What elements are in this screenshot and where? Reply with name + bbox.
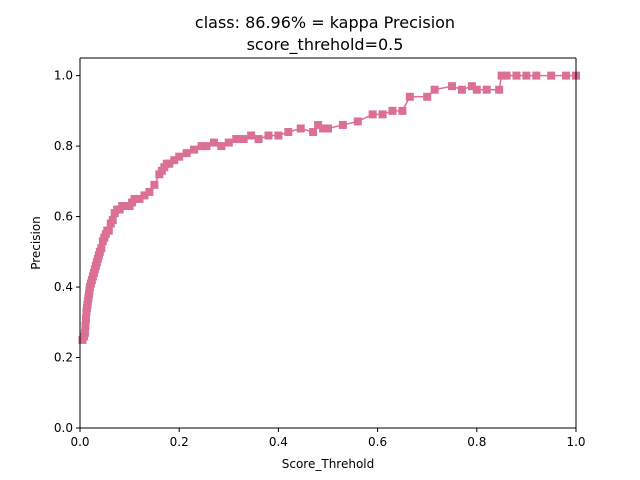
x-tick-label: 0.2 — [170, 435, 189, 449]
data-point — [398, 106, 407, 115]
data-point — [202, 142, 211, 151]
data-point — [388, 106, 397, 115]
data-point — [135, 194, 144, 203]
y-tick-label: 0.2 — [54, 351, 73, 365]
y-axis-label: Precision — [29, 216, 43, 270]
data-point — [522, 71, 531, 80]
data-point — [562, 71, 571, 80]
y-tick-label: 0.8 — [54, 139, 73, 153]
y-ticks: 0.0 0.2 0.4 0.6 0.8 1.0 — [54, 69, 80, 435]
data-point — [224, 138, 233, 147]
data-point — [423, 92, 432, 101]
y-tick-label: 1.0 — [54, 69, 73, 83]
chart-subtitle: score_threhold=0.5 — [247, 35, 404, 55]
data-point — [314, 120, 323, 129]
data-point — [309, 128, 318, 136]
data-point — [80, 328, 89, 337]
x-tick-label: 0.4 — [269, 435, 288, 449]
data-point — [150, 180, 159, 189]
plot-area — [80, 58, 576, 428]
y-tick-label: 0.6 — [54, 210, 73, 224]
data-point — [482, 85, 491, 94]
data-point — [284, 128, 293, 136]
data-point — [319, 124, 328, 133]
data-point — [182, 149, 191, 158]
data-point — [338, 120, 347, 129]
data-point — [368, 110, 377, 119]
data-point — [232, 135, 241, 144]
data-point — [247, 131, 256, 140]
chart-title: class: 86.96% = kappa Precision — [195, 13, 455, 32]
data-point — [170, 156, 179, 165]
data-point — [81, 321, 90, 330]
x-axis-label: Score_Threhold — [282, 457, 375, 471]
data-point — [378, 110, 387, 119]
data-point — [197, 142, 206, 151]
data-point — [145, 187, 154, 196]
data-point — [502, 71, 511, 80]
data-point — [495, 85, 504, 94]
series-layer — [78, 71, 580, 344]
data-point — [108, 216, 117, 225]
y-tick-label: 0.4 — [54, 280, 73, 294]
data-point — [405, 92, 414, 101]
data-point — [448, 82, 456, 91]
x-tick-label: 0.6 — [368, 435, 387, 449]
axes — [79, 57, 577, 429]
data-point — [353, 117, 362, 126]
x-tick-label: 0.8 — [467, 435, 486, 449]
x-ticks: 0.0 0.2 0.4 0.6 0.8 1.0 — [70, 428, 586, 449]
data-point — [467, 82, 476, 91]
data-point — [547, 71, 556, 80]
data-point — [296, 124, 305, 133]
data-point — [254, 135, 263, 144]
data-point — [274, 131, 283, 140]
data-point — [457, 85, 466, 94]
data-point — [190, 145, 199, 154]
data-point — [430, 85, 439, 94]
data-point — [175, 152, 184, 161]
data-point — [140, 191, 149, 200]
x-tick-label: 1.0 — [566, 435, 585, 449]
data-point — [264, 131, 273, 140]
data-point — [130, 194, 139, 203]
x-tick-label: 0.0 — [70, 435, 89, 449]
data-point — [209, 138, 218, 147]
data-point — [532, 71, 541, 80]
y-tick-label: 0.0 — [54, 421, 73, 435]
data-point — [81, 314, 90, 323]
data-point — [472, 85, 481, 94]
data-point — [97, 244, 106, 253]
data-point — [217, 142, 226, 151]
data-point — [165, 159, 174, 168]
data-point — [104, 226, 113, 235]
data-point — [239, 135, 248, 144]
data-point — [324, 124, 332, 133]
data-point — [512, 71, 521, 80]
data-point — [497, 71, 506, 80]
